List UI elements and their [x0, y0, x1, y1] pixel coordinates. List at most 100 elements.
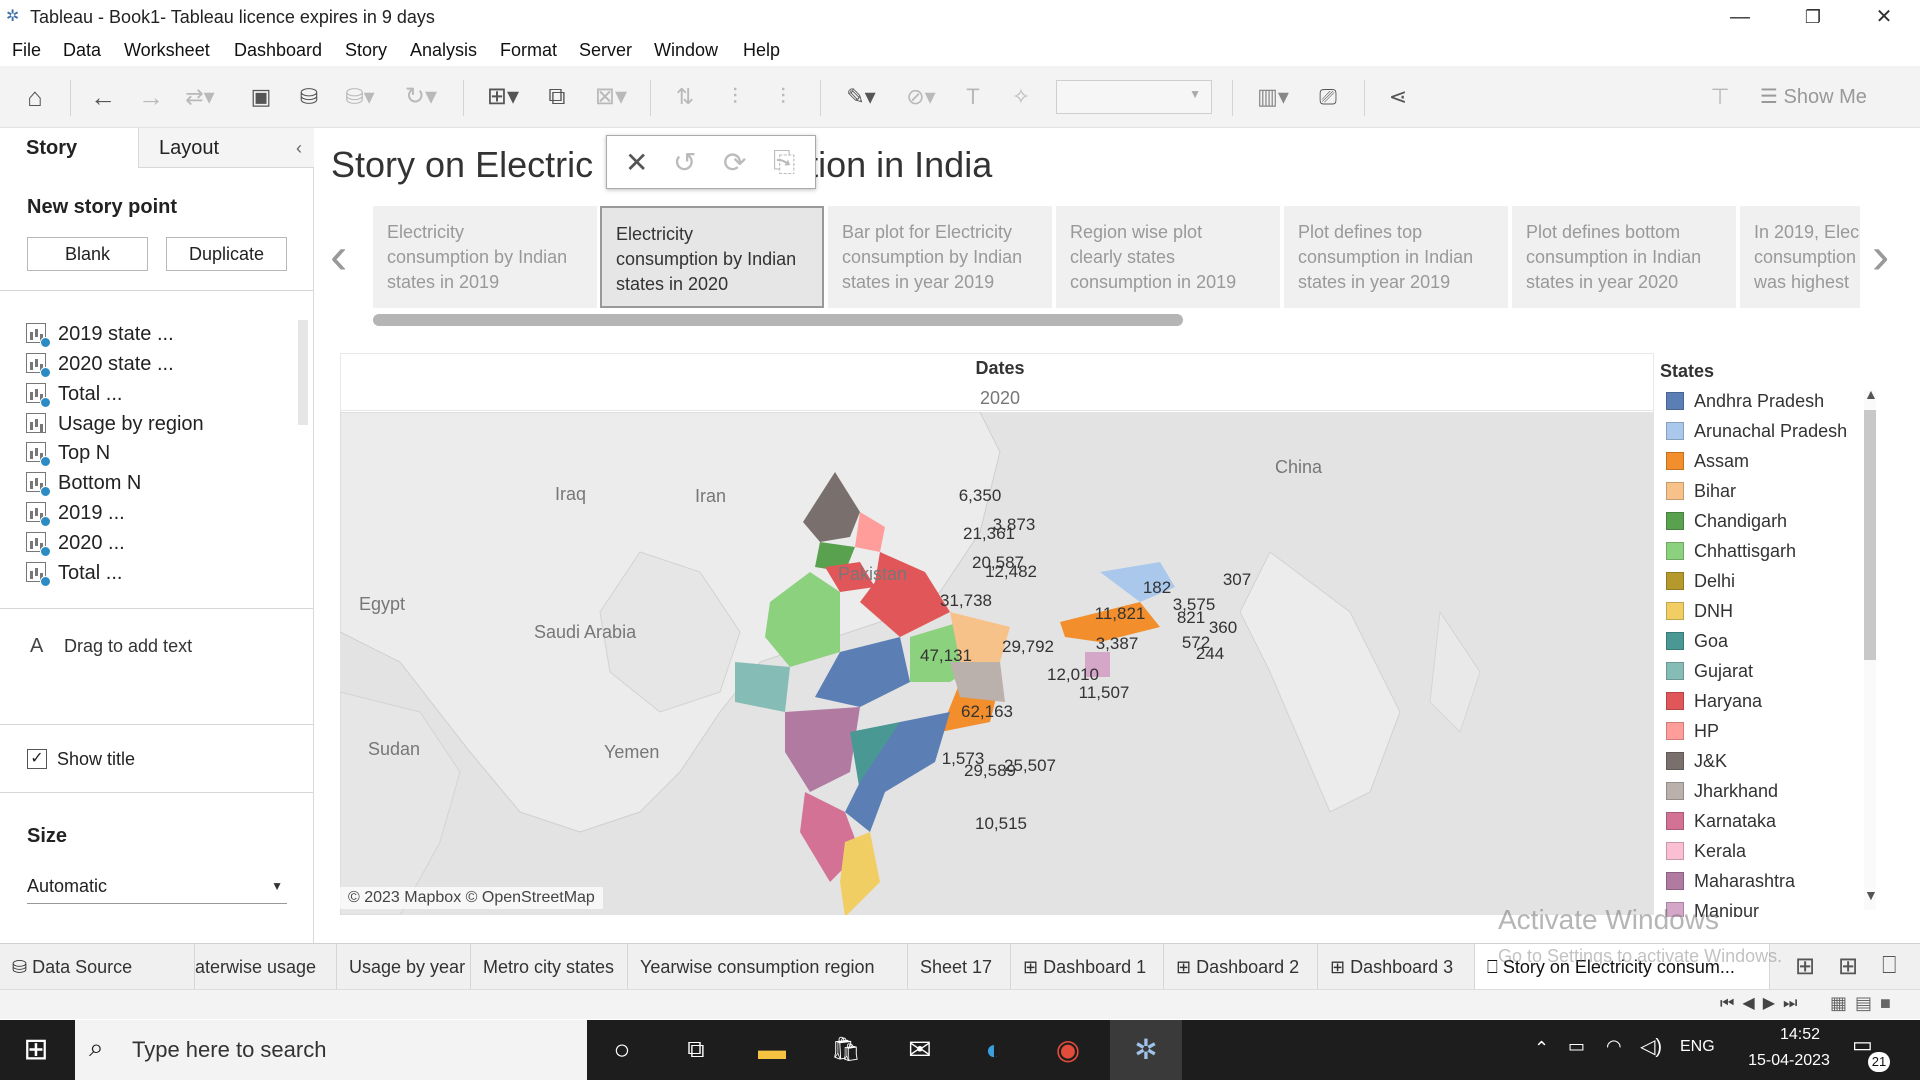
label-icon[interactable]: T	[966, 84, 980, 109]
cortana-icon[interactable]: ○	[613, 1034, 631, 1065]
sheet-navigation-icons[interactable]: ⏮◀▶⏭	[1720, 995, 1806, 1012]
legend-item[interactable]: Jharkhand	[1666, 781, 1866, 807]
legend-item[interactable]: Manipur	[1666, 901, 1866, 917]
pause-updates-icon[interactable]: ⛁▾	[345, 84, 375, 109]
legend-item[interactable]: Assam	[1666, 451, 1866, 477]
tab-story[interactable]: Story	[0, 128, 138, 168]
story-point[interactable]: Electricity consumption by Indian states…	[373, 206, 597, 308]
menu-window[interactable]: Window	[654, 40, 719, 60]
legend-item[interactable]: Gujarat	[1666, 661, 1866, 687]
story-point[interactable]: Electricity consumption by Indian states…	[600, 206, 824, 308]
show-title-checkbox[interactable]: ✓	[27, 749, 47, 769]
tab-dashboard[interactable]: ⊞ Dashboard 3	[1318, 944, 1475, 990]
tab-sheet[interactable]: Metro city states	[471, 944, 628, 990]
sheets-scrollbar[interactable]	[298, 320, 308, 425]
back-icon[interactable]: ←	[90, 82, 116, 112]
language-indicator[interactable]: ENG	[1680, 1038, 1715, 1055]
tab-dashboard[interactable]: ⊞ Dashboard 1	[1011, 944, 1164, 990]
menu-help[interactable]: Help	[743, 40, 781, 60]
blank-button[interactable]: Blank	[27, 237, 148, 271]
task-view-icon[interactable]: ⧉	[687, 1036, 705, 1063]
legend-item[interactable]: Chandigarh	[1666, 511, 1866, 537]
legend-item[interactable]: Arunachal Pradesh	[1666, 421, 1866, 447]
sheet-list-item[interactable]: Total ...	[26, 380, 296, 408]
restore-button[interactable]: ❐	[1804, 7, 1822, 27]
story-point[interactable]: Bar plot for Electricity consumption by …	[828, 206, 1052, 308]
close-icon[interactable]: ✕	[625, 147, 649, 178]
revert-icon[interactable]: ↺	[673, 147, 697, 178]
volume-icon[interactable]: ◁)	[1640, 1036, 1663, 1058]
presentation-mode-icon[interactable]: ⎚	[1319, 84, 1337, 109]
legend-item[interactable]: Maharashtra	[1666, 871, 1866, 897]
map-attribution[interactable]: © 2023 Mapbox © OpenStreetMap	[340, 887, 603, 909]
menu-story[interactable]: Story	[345, 40, 388, 60]
legend-item[interactable]: Kerala	[1666, 841, 1866, 867]
menu-format[interactable]: Format	[500, 40, 558, 60]
story-point[interactable]: Plot defines bottom consumption in India…	[1512, 206, 1736, 308]
tab-sheet[interactable]: aterwise usage	[195, 944, 337, 990]
sheet-list-item[interactable]: Usage by region	[26, 410, 296, 438]
duplicate-button[interactable]: Duplicate	[166, 237, 287, 271]
sheet-list-item[interactable]: 2019 ...	[26, 499, 296, 527]
tab-story-active[interactable]: ⎕ Story on Electricity consum...	[1475, 944, 1770, 990]
scroll-up-icon[interactable]: ▲	[1864, 386, 1878, 402]
clock-date[interactable]: 15-04-2023	[1748, 1052, 1830, 1069]
legend-item[interactable]: Delhi	[1666, 571, 1866, 597]
clock-time[interactable]: 14:52	[1779, 1026, 1821, 1043]
new-worksheet-icon[interactable]: ⊞▾	[486, 83, 520, 110]
share-icon[interactable]: ⋖	[1388, 84, 1408, 109]
menu-analysis[interactable]: Analysis	[410, 40, 478, 60]
new-story-tab-icon[interactable]: ⎕	[1882, 952, 1897, 979]
sort-ascending-icon[interactable]: ⫶	[732, 84, 738, 109]
fit-dropdown[interactable]: ▼	[1056, 80, 1212, 114]
menu-file[interactable]: File	[12, 40, 42, 60]
legend-item[interactable]: Haryana	[1666, 691, 1866, 717]
legend-item[interactable]: HP	[1666, 721, 1866, 747]
sort-descending-icon[interactable]: ⫶	[780, 84, 786, 109]
menu-worksheet[interactable]: Worksheet	[124, 40, 210, 60]
legend-item[interactable]: Andhra Pradesh	[1666, 391, 1866, 417]
story-point[interactable]: In 2019, Elec consumption was highest	[1740, 206, 1860, 308]
tab-sheet[interactable]: Sheet 17	[908, 944, 1011, 990]
story-navigator-scrollbar[interactable]	[373, 314, 1183, 326]
next-story-point-icon[interactable]: ›	[1872, 227, 1890, 285]
scroll-down-icon[interactable]: ▼	[1864, 887, 1878, 903]
wifi-icon[interactable]: ◠	[1606, 1036, 1622, 1056]
show-me-button[interactable]: ☰ Show Me	[1760, 86, 1867, 108]
group-icon[interactable]: ⊘▾	[906, 84, 936, 109]
refresh-icon[interactable]: ↻▾	[404, 83, 438, 110]
close-button[interactable]: ✕	[1875, 6, 1893, 28]
menu-dashboard[interactable]: Dashboard	[234, 40, 323, 60]
tab-sheet[interactable]: Yearwise consumption region	[628, 944, 908, 990]
edge-icon[interactable]: ◐	[985, 1034, 1003, 1065]
save-icon[interactable]: ▣	[250, 84, 272, 109]
notification-icon[interactable]: ▭	[1852, 1032, 1873, 1057]
taskbar-search[interactable]: ⌕ Type here to search	[75, 1020, 587, 1080]
pane-icon[interactable]: ⊤	[1710, 84, 1730, 109]
collapse-pane-icon[interactable]: ‹	[296, 138, 302, 158]
mail-icon[interactable]: ✉	[908, 1034, 932, 1065]
menu-data[interactable]: Data	[63, 40, 102, 60]
show-cards-icon[interactable]: ▥▾	[1257, 84, 1289, 109]
legend-item[interactable]: Goa	[1666, 631, 1866, 657]
legend-item[interactable]: Bihar	[1666, 481, 1866, 507]
story-point[interactable]: Plot defines top consumption in Indian s…	[1284, 206, 1508, 308]
view-mode-icons[interactable]: ▦▤■	[1830, 993, 1899, 1013]
india-map[interactable]: China Iraq Iran Pakistan Egypt Saudi Ara…	[340, 412, 1654, 915]
forward-icon[interactable]: →	[138, 82, 164, 112]
tab-layout[interactable]: Layout ‹	[138, 128, 314, 168]
home-icon[interactable]: ⌂	[27, 82, 43, 112]
story-point[interactable]: Region wise plot clearly states consumpt…	[1056, 206, 1280, 308]
drag-text-label[interactable]: Drag to add text	[64, 636, 193, 656]
sheet-list-item[interactable]: 2020 state ...	[26, 350, 296, 378]
save-as-new-icon[interactable]: ⎘	[773, 146, 796, 177]
tab-sheet[interactable]: Usage by year	[337, 944, 471, 990]
file-explorer-icon[interactable]: ▬	[758, 1034, 786, 1065]
sheet-list-item[interactable]: Bottom N	[26, 469, 296, 497]
swap-icon[interactable]: ⇅	[675, 84, 695, 109]
clear-sheet-icon[interactable]: ⊠▾	[594, 83, 628, 110]
legend-item[interactable]: Chhattisgarh	[1666, 541, 1866, 567]
legend-item[interactable]: Karnataka	[1666, 811, 1866, 837]
sheet-list-item[interactable]: 2019 state ...	[26, 320, 296, 348]
text-object-icon[interactable]: A	[30, 635, 44, 657]
